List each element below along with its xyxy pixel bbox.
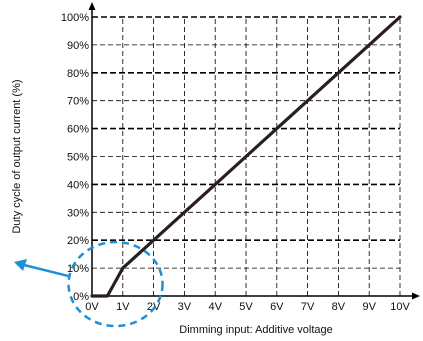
x-tick-label: 1V	[116, 301, 130, 313]
x-tick-label: 10V	[390, 301, 410, 313]
x-tick-label: 4V	[208, 301, 222, 313]
y-tick-labels: 0%10%20%30%40%50%60%70%80%90%100%	[61, 12, 89, 303]
annotation-arrow	[19, 262, 69, 278]
x-tick-labels: 0V 1V 2V 3V 4V 5V 6V 7V 8V 9V 10V	[85, 301, 410, 313]
x-tick-label: 3V	[178, 301, 192, 313]
y-tick-label: 100%	[61, 12, 89, 24]
y-tick-label: 90%	[67, 40, 89, 52]
x-tick-label: 7V	[301, 301, 315, 313]
x-axis-label: Dimming input: Additive voltage	[179, 324, 332, 336]
y-tick-label: 0%	[73, 291, 89, 303]
y-tick-label: 50%	[67, 152, 89, 164]
y-tick-label: 30%	[67, 207, 89, 219]
y-tick-label: 80%	[67, 68, 89, 80]
x-axis-arrowhead	[412, 292, 420, 300]
annotation	[14, 240, 164, 328]
y-axis-label: Duty cycle of output current (%)	[11, 79, 23, 233]
x-tick-label: 5V	[239, 301, 253, 313]
series-line	[90, 15, 402, 298]
y-tick-label: 60%	[67, 124, 89, 136]
x-tick-label: 6V	[270, 301, 284, 313]
x-tick-label: 9V	[362, 301, 376, 313]
x-tick-label: 8V	[332, 301, 346, 313]
y-axis-arrowhead	[88, 2, 96, 10]
annotation-arrowhead	[14, 259, 27, 271]
y-tick-label: 40%	[67, 179, 89, 191]
highlight-circle	[67, 240, 164, 328]
y-tick-label: 20%	[67, 235, 89, 247]
x-tick-label: 0V	[85, 301, 99, 313]
y-tick-label: 70%	[67, 96, 89, 108]
